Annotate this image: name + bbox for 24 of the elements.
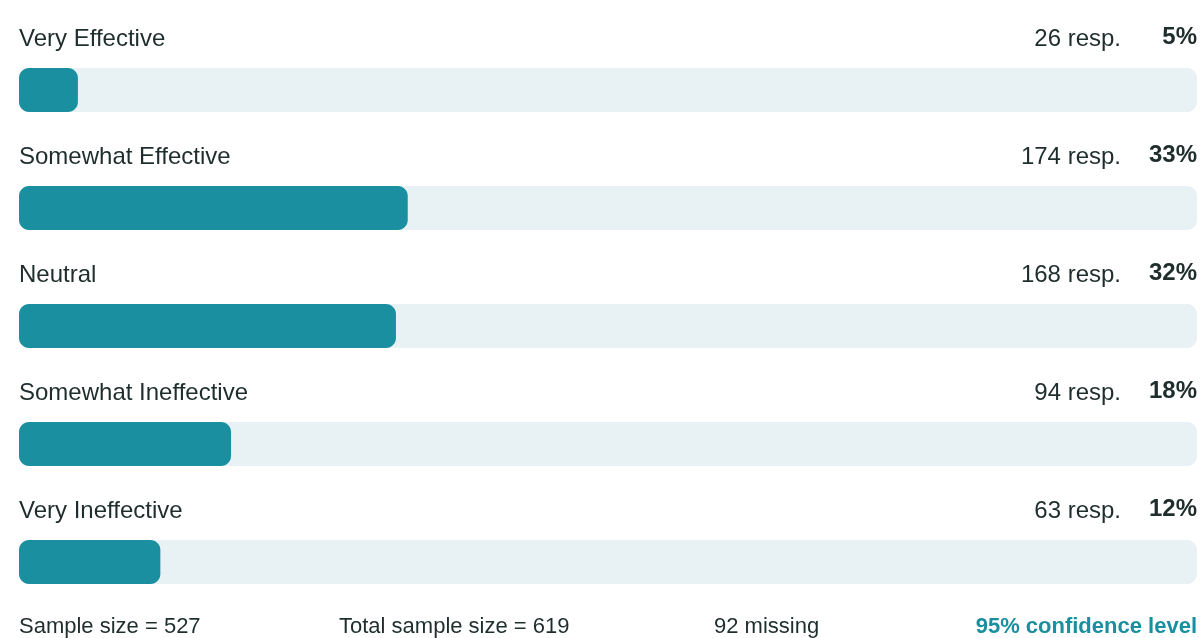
y-tick-label: Very Ineffective [19,496,183,523]
data-label: 18% [1148,376,1197,403]
bar [19,186,408,230]
bar [19,540,161,584]
annotation: 174 resp. [1020,142,1121,169]
y-tick-label: Somewhat Ineffective [19,378,249,405]
text: 95% confidence level [975,613,1197,638]
text: 92 missing [714,613,820,638]
bar [19,68,78,112]
annotation: 26 resp. [1034,24,1121,51]
text: Total sample size = 619 [339,613,570,638]
annotation: 63 resp. [1034,496,1121,523]
data-label: 33% [1148,140,1197,167]
y-tick-label: Somewhat Effective [19,142,231,169]
text: Sample size = 527 [19,613,201,638]
annotation: 94 resp. [1034,378,1121,405]
data-label: 5% [1162,22,1197,49]
annotation: 168 resp. [1020,260,1121,287]
y-tick-label: Neutral [19,260,97,287]
bar [19,304,396,348]
bar [19,422,232,466]
y-tick-label: Very Effective [19,24,166,51]
data-label: 32% [1148,258,1197,285]
data-label: 12% [1148,494,1197,521]
